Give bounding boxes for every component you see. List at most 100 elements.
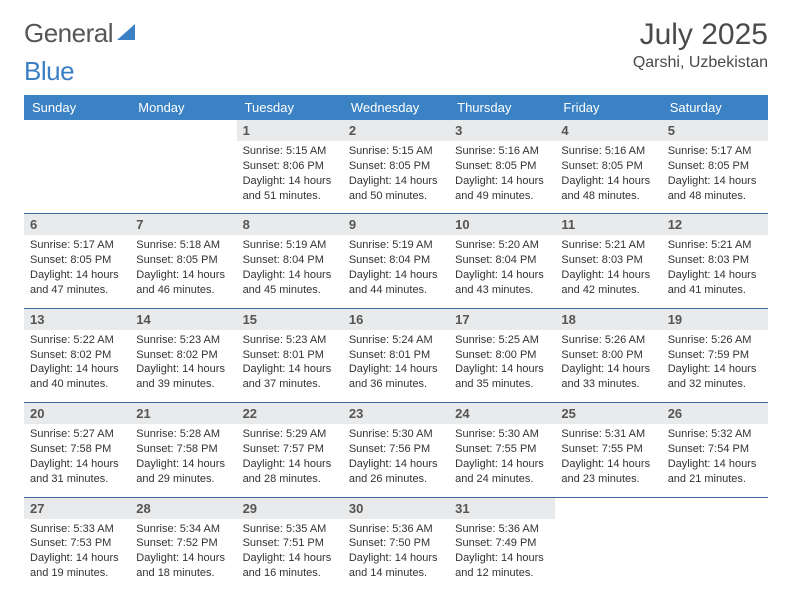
day-number: 2 xyxy=(343,120,449,141)
calendar-cell: .. xyxy=(24,120,130,214)
calendar-cell: 8Sunrise: 5:19 AMSunset: 8:04 PMDaylight… xyxy=(237,214,343,308)
day-number: 27 xyxy=(24,498,130,519)
day-number: 16 xyxy=(343,309,449,330)
calendar-cell: 21Sunrise: 5:28 AMSunset: 7:58 PMDayligh… xyxy=(130,403,236,497)
sunset-text: Sunset: 8:05 PM xyxy=(668,159,762,174)
weekday-header: Thursday xyxy=(449,95,555,120)
calendar-row: 27Sunrise: 5:33 AMSunset: 7:53 PMDayligh… xyxy=(24,497,768,591)
daylight-text: Daylight: 14 hours and 18 minutes. xyxy=(136,551,230,581)
day-number: 1 xyxy=(237,120,343,141)
day-data: Sunrise: 5:24 AMSunset: 8:01 PMDaylight:… xyxy=(343,330,449,402)
day-number: 26 xyxy=(662,403,768,424)
daylight-text: Daylight: 14 hours and 39 minutes. xyxy=(136,362,230,392)
brand-logo: General xyxy=(24,18,141,49)
sunset-text: Sunset: 8:00 PM xyxy=(561,348,655,363)
day-data: Sunrise: 5:36 AMSunset: 7:49 PMDaylight:… xyxy=(449,519,555,591)
sunrise-text: Sunrise: 5:23 AM xyxy=(136,333,230,348)
calendar-cell: 13Sunrise: 5:22 AMSunset: 8:02 PMDayligh… xyxy=(24,308,130,402)
day-data: Sunrise: 5:16 AMSunset: 8:05 PMDaylight:… xyxy=(555,141,661,213)
sunset-text: Sunset: 7:50 PM xyxy=(349,536,443,551)
sunset-text: Sunset: 8:01 PM xyxy=(243,348,337,363)
calendar-cell: 28Sunrise: 5:34 AMSunset: 7:52 PMDayligh… xyxy=(130,497,236,591)
daylight-text: Daylight: 14 hours and 16 minutes. xyxy=(243,551,337,581)
day-number: 4 xyxy=(555,120,661,141)
day-number: 6 xyxy=(24,214,130,235)
sunrise-text: Sunrise: 5:17 AM xyxy=(30,238,124,253)
daylight-text: Daylight: 14 hours and 12 minutes. xyxy=(455,551,549,581)
sunrise-text: Sunrise: 5:16 AM xyxy=(561,144,655,159)
weekday-header-row: Sunday Monday Tuesday Wednesday Thursday… xyxy=(24,95,768,120)
calendar-cell: 18Sunrise: 5:26 AMSunset: 8:00 PMDayligh… xyxy=(555,308,661,402)
day-number: 14 xyxy=(130,309,236,330)
sunrise-text: Sunrise: 5:36 AM xyxy=(455,522,549,537)
day-data: Sunrise: 5:21 AMSunset: 8:03 PMDaylight:… xyxy=(662,235,768,307)
day-data: Sunrise: 5:35 AMSunset: 7:51 PMDaylight:… xyxy=(237,519,343,591)
calendar-cell: 14Sunrise: 5:23 AMSunset: 8:02 PMDayligh… xyxy=(130,308,236,402)
daylight-text: Daylight: 14 hours and 41 minutes. xyxy=(668,268,762,298)
sunrise-text: Sunrise: 5:35 AM xyxy=(243,522,337,537)
daylight-text: Daylight: 14 hours and 46 minutes. xyxy=(136,268,230,298)
sunset-text: Sunset: 8:05 PM xyxy=(349,159,443,174)
sunrise-text: Sunrise: 5:33 AM xyxy=(30,522,124,537)
day-number: 23 xyxy=(343,403,449,424)
weekday-header: Friday xyxy=(555,95,661,120)
day-data: Sunrise: 5:19 AMSunset: 8:04 PMDaylight:… xyxy=(343,235,449,307)
daylight-text: Daylight: 14 hours and 44 minutes. xyxy=(349,268,443,298)
day-number: 30 xyxy=(343,498,449,519)
month-title: July 2025 xyxy=(633,18,768,52)
day-data: Sunrise: 5:30 AMSunset: 7:56 PMDaylight:… xyxy=(343,424,449,496)
day-data: Sunrise: 5:15 AMSunset: 8:05 PMDaylight:… xyxy=(343,141,449,213)
day-number: 22 xyxy=(237,403,343,424)
sunset-text: Sunset: 8:00 PM xyxy=(455,348,549,363)
sunrise-text: Sunrise: 5:36 AM xyxy=(349,522,443,537)
calendar-cell: 29Sunrise: 5:35 AMSunset: 7:51 PMDayligh… xyxy=(237,497,343,591)
calendar-table: Sunday Monday Tuesday Wednesday Thursday… xyxy=(24,95,768,591)
calendar-cell: 31Sunrise: 5:36 AMSunset: 7:49 PMDayligh… xyxy=(449,497,555,591)
day-number: 20 xyxy=(24,403,130,424)
daylight-text: Daylight: 14 hours and 31 minutes. xyxy=(30,457,124,487)
day-data: Sunrise: 5:17 AMSunset: 8:05 PMDaylight:… xyxy=(24,235,130,307)
weekday-header: Monday xyxy=(130,95,236,120)
day-number: 25 xyxy=(555,403,661,424)
calendar-row: 6Sunrise: 5:17 AMSunset: 8:05 PMDaylight… xyxy=(24,214,768,308)
sunrise-text: Sunrise: 5:15 AM xyxy=(349,144,443,159)
sunset-text: Sunset: 8:05 PM xyxy=(455,159,549,174)
daylight-text: Daylight: 14 hours and 49 minutes. xyxy=(455,174,549,204)
day-data: Sunrise: 5:31 AMSunset: 7:55 PMDaylight:… xyxy=(555,424,661,496)
daylight-text: Daylight: 14 hours and 29 minutes. xyxy=(136,457,230,487)
calendar-cell: 27Sunrise: 5:33 AMSunset: 7:53 PMDayligh… xyxy=(24,497,130,591)
sunrise-text: Sunrise: 5:15 AM xyxy=(243,144,337,159)
calendar-cell: 23Sunrise: 5:30 AMSunset: 7:56 PMDayligh… xyxy=(343,403,449,497)
daylight-text: Daylight: 14 hours and 48 minutes. xyxy=(561,174,655,204)
day-data: Sunrise: 5:28 AMSunset: 7:58 PMDaylight:… xyxy=(130,424,236,496)
day-number: 19 xyxy=(662,309,768,330)
sunrise-text: Sunrise: 5:21 AM xyxy=(561,238,655,253)
day-number: 12 xyxy=(662,214,768,235)
sunset-text: Sunset: 8:06 PM xyxy=(243,159,337,174)
day-number: 31 xyxy=(449,498,555,519)
sunrise-text: Sunrise: 5:23 AM xyxy=(243,333,337,348)
daylight-text: Daylight: 14 hours and 36 minutes. xyxy=(349,362,443,392)
day-data: Sunrise: 5:33 AMSunset: 7:53 PMDaylight:… xyxy=(24,519,130,591)
calendar-cell: 20Sunrise: 5:27 AMSunset: 7:58 PMDayligh… xyxy=(24,403,130,497)
calendar-cell: 24Sunrise: 5:30 AMSunset: 7:55 PMDayligh… xyxy=(449,403,555,497)
day-data: Sunrise: 5:15 AMSunset: 8:06 PMDaylight:… xyxy=(237,141,343,213)
day-data: Sunrise: 5:32 AMSunset: 7:54 PMDaylight:… xyxy=(662,424,768,496)
daylight-text: Daylight: 14 hours and 42 minutes. xyxy=(561,268,655,298)
sunset-text: Sunset: 8:04 PM xyxy=(349,253,443,268)
day-number: 21 xyxy=(130,403,236,424)
calendar-cell: 12Sunrise: 5:21 AMSunset: 8:03 PMDayligh… xyxy=(662,214,768,308)
daylight-text: Daylight: 14 hours and 47 minutes. xyxy=(30,268,124,298)
calendar-cell: 5Sunrise: 5:17 AMSunset: 8:05 PMDaylight… xyxy=(662,120,768,214)
day-data: Sunrise: 5:18 AMSunset: 8:05 PMDaylight:… xyxy=(130,235,236,307)
calendar-cell: 16Sunrise: 5:24 AMSunset: 8:01 PMDayligh… xyxy=(343,308,449,402)
sunset-text: Sunset: 7:57 PM xyxy=(243,442,337,457)
sunrise-text: Sunrise: 5:19 AM xyxy=(243,238,337,253)
sunset-text: Sunset: 8:05 PM xyxy=(136,253,230,268)
sunrise-text: Sunrise: 5:16 AM xyxy=(455,144,549,159)
day-data: Sunrise: 5:22 AMSunset: 8:02 PMDaylight:… xyxy=(24,330,130,402)
daylight-text: Daylight: 14 hours and 37 minutes. xyxy=(243,362,337,392)
calendar-cell: 6Sunrise: 5:17 AMSunset: 8:05 PMDaylight… xyxy=(24,214,130,308)
location-text: Qarshi, Uzbekistan xyxy=(633,54,768,72)
sunset-text: Sunset: 7:53 PM xyxy=(30,536,124,551)
